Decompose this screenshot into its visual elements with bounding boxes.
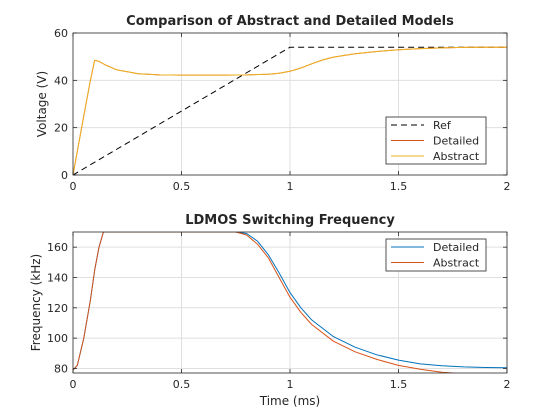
series-group [73, 46, 507, 175]
frequency-plot: 0 0.5 1 1.5 2 80 100 120 140 160 LDMOS Switching F… [29, 213, 511, 408]
legend-label: Ref [433, 119, 452, 132]
series-line-ref [73, 46, 507, 175]
x-tick-label: 0 [70, 180, 77, 193]
x-tick-label: 0.5 [173, 180, 191, 193]
series-group [73, 232, 507, 373]
x-tick-label: 2 [504, 180, 511, 193]
y-tick-label: 100 [47, 332, 68, 345]
legend-label: Detailed [433, 241, 479, 254]
y-axis-label: Voltage (V) [35, 71, 49, 137]
y-tick-label: 80 [54, 362, 68, 375]
y-tick-label: 40 [54, 74, 68, 87]
y-tick-label: 160 [47, 241, 68, 254]
x-tick-label: 0.5 [173, 378, 191, 391]
x-tick-label: 1.5 [390, 378, 408, 391]
y-tick-label: 140 [47, 271, 68, 284]
x-tick-label: 1.5 [390, 180, 408, 193]
x-axis-label: Time (ms) [259, 394, 321, 408]
y-axis-label: Frequency (kHz) [29, 254, 43, 351]
x-tick-label: 1 [287, 378, 294, 391]
legend: Detailed Abstract [385, 238, 487, 272]
x-tick-label: 0 [70, 378, 77, 391]
x-tick-label: 2 [504, 378, 511, 391]
x-tick-label: 1 [287, 180, 294, 193]
legend-label: Abstract [433, 150, 480, 163]
series-line-abstract [73, 232, 460, 373]
series-line-abstract [73, 46, 507, 175]
legend-label: Abstract [433, 257, 480, 270]
y-tick-label: 120 [47, 302, 68, 315]
legend-box [385, 238, 487, 272]
y-tick-label: 20 [54, 122, 68, 135]
chart-title: Comparison of Abstract and Detailed Mode… [126, 14, 454, 29]
legend-label: Detailed [433, 135, 479, 148]
y-tick-label: 0 [61, 169, 68, 182]
legend: Ref Detailed Abstract [385, 116, 487, 165]
y-tick-label: 60 [54, 27, 68, 40]
chart-title: LDMOS Switching Frequency [185, 213, 395, 228]
